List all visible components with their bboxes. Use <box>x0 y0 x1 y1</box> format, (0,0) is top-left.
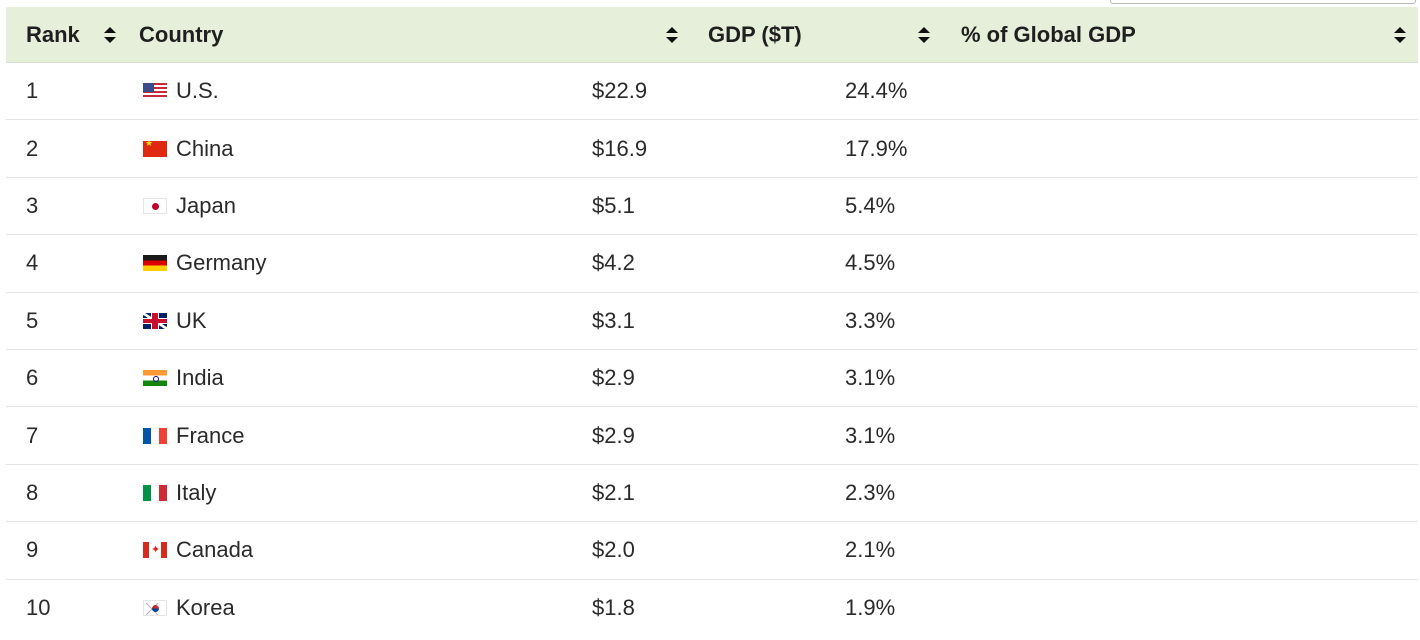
table-row: 9 Canada $2.0 2.1% <box>6 522 1418 580</box>
rank-cell: 10 <box>26 595 51 621</box>
gdp-cell: $2.1 <box>592 479 635 505</box>
search-input[interactable] <box>1110 0 1416 4</box>
gdp-cell: $4.2 <box>592 250 635 276</box>
france-flag-icon <box>143 427 167 444</box>
table-row: 4 Germany $4.2 4.5% <box>6 235 1418 293</box>
country-cell: India <box>6 365 570 391</box>
table-row: 2 China $16.9 17.9% <box>6 120 1418 178</box>
column-header-gdp[interactable]: GDP ($T) <box>686 7 938 62</box>
country-name: UK <box>176 307 207 333</box>
germany-flag-icon <box>143 255 167 272</box>
country-name: U.S. <box>176 78 219 104</box>
country-name: Germany <box>176 250 267 276</box>
rank-cell: 7 <box>26 422 39 448</box>
table-body: 1 U.S. $22.9 24.4% 2 China <box>6 63 1418 637</box>
country-cell: Canada <box>6 537 570 563</box>
table-row: 1 U.S. $22.9 24.4% <box>6 63 1418 121</box>
rank-cell: 8 <box>26 479 39 505</box>
table-row: 5 UK $3.1 3.3% <box>6 293 1418 350</box>
gdp-cell: $2.9 <box>592 365 635 391</box>
country-cell: Japan <box>6 193 570 219</box>
rank-cell: 2 <box>26 135 39 161</box>
gdp-cell: $16.9 <box>592 135 648 161</box>
gdp-cell: $2.0 <box>592 537 635 563</box>
table-row: 7 France $2.9 3.1% <box>6 407 1418 465</box>
country-cell: Italy <box>6 480 570 506</box>
gdp-cell: $22.9 <box>592 78 648 104</box>
global-share-cell: 2.3% <box>845 479 896 505</box>
global-share-cell: 3.1% <box>845 365 896 391</box>
country-cell: China <box>6 136 570 162</box>
country-name: Canada <box>176 537 254 563</box>
italy-flag-icon <box>143 484 167 501</box>
gdp-cell: $1.8 <box>592 595 635 621</box>
country-name: Italy <box>176 479 217 505</box>
sort-icon[interactable] <box>918 26 930 43</box>
global-share-cell: 17.9% <box>845 135 908 161</box>
gdp-table: Rank Country GDP ($T) % of Global GDP 1 <box>6 7 1418 637</box>
canada-flag-icon <box>143 542 167 559</box>
table-row: 3 Japan $5.1 5.4% <box>6 178 1418 236</box>
country-cell: Germany <box>6 250 570 276</box>
global-share-cell: 4.5% <box>845 250 896 276</box>
gdp-cell: $5.1 <box>592 192 635 218</box>
korea-flag-icon <box>143 600 167 617</box>
us-flag-icon <box>143 83 167 100</box>
global-share-cell: 1.9% <box>845 595 896 621</box>
country-name: China <box>176 135 234 161</box>
column-header-label: GDP ($T) <box>708 21 802 47</box>
country-name: India <box>176 365 224 391</box>
rank-cell: 1 <box>26 78 39 104</box>
country-name: France <box>176 422 245 448</box>
gdp-cell: $3.1 <box>592 307 635 333</box>
global-share-cell: 5.4% <box>845 192 896 218</box>
global-share-cell: 2.1% <box>845 537 896 563</box>
country-name: Korea <box>176 595 235 621</box>
table-header: Rank Country GDP ($T) % of Global GDP <box>6 7 1418 63</box>
global-share-cell: 3.1% <box>845 422 896 448</box>
sort-icon[interactable] <box>666 26 678 43</box>
country-cell: Korea <box>6 595 570 621</box>
table-row: 8 Italy $2.1 2.3% <box>6 465 1418 523</box>
country-name: Japan <box>176 192 236 218</box>
rank-cell: 9 <box>26 537 39 563</box>
sort-icon[interactable] <box>104 26 116 43</box>
japan-flag-icon <box>143 197 167 214</box>
table-row: 6 India $2.9 3.1% <box>6 350 1418 408</box>
gdp-cell: $2.9 <box>592 422 635 448</box>
column-header-global-share[interactable]: % of Global GDP <box>938 7 1418 62</box>
column-header-country[interactable]: Country <box>122 7 686 62</box>
global-share-cell: 3.3% <box>845 307 896 333</box>
country-cell: U.S. <box>6 78 570 104</box>
table-row: 10 Korea $1.8 1.9% <box>6 580 1418 637</box>
india-flag-icon <box>143 370 167 387</box>
rank-cell: 6 <box>26 365 39 391</box>
rank-cell: 5 <box>26 307 39 333</box>
country-cell: UK <box>6 308 570 334</box>
sort-icon[interactable] <box>1394 26 1406 43</box>
rank-cell: 4 <box>26 250 39 276</box>
column-header-label: Rank <box>26 21 80 47</box>
global-share-cell: 24.4% <box>845 78 908 104</box>
country-cell: France <box>6 423 570 449</box>
column-header-label: Country <box>139 21 224 47</box>
uk-flag-icon <box>143 312 167 329</box>
rank-cell: 3 <box>26 192 39 218</box>
china-flag-icon <box>143 140 167 157</box>
column-header-label: % of Global GDP <box>961 21 1136 47</box>
column-header-rank[interactable]: Rank <box>6 7 122 62</box>
